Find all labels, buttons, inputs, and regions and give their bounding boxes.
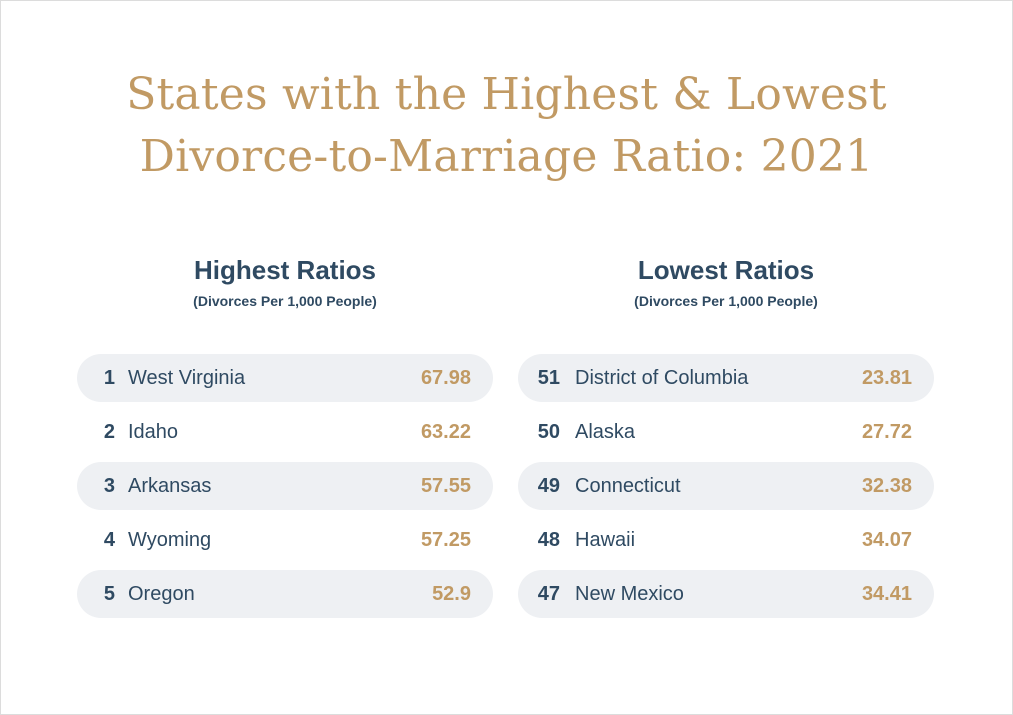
rank-number: 5 [103,583,115,605]
list-item: 48 Hawaii 34.07 [518,516,934,564]
rank-number: 49 [537,475,560,497]
state-name: District of Columbia [575,367,749,389]
state-name: West Virginia [128,367,246,389]
lowest-ratios-section: Lowest Ratios (Divorces Per 1,000 People… [518,250,934,618]
rank-number: 1 [103,367,115,389]
rank-number: 51 [537,367,560,389]
lowest-ratios-subheading: (Divorces Per 1,000 People) [634,293,818,309]
ratio-value: 32.38 [861,475,912,497]
highest-ratios-heading: Highest Ratios [193,255,377,285]
list-item: 4 Wyoming 57.25 [77,516,493,564]
ratio-value: 57.55 [420,475,471,497]
rank-number: 48 [537,529,560,551]
list-item: 47 New Mexico 34.41 [518,570,934,618]
ratio-value: 63.22 [420,421,471,443]
rank-number: 2 [103,421,115,443]
state-name: Hawaii [575,529,636,551]
state-name: Idaho [128,421,179,443]
list-item: 51 District of Columbia 23.81 [518,354,934,402]
state-name: Alaska [575,421,636,443]
rank-number: 47 [537,583,560,605]
rank-number: 4 [103,529,115,551]
lowest-ratios-heading: Lowest Ratios [637,255,815,285]
lowest-ratios-list: 51 District of Columbia 23.81 50 Alaska … [518,354,934,624]
highest-ratios-list: 1 West Virginia 67.98 2 Idaho 63.22 3 Ar… [77,354,493,624]
list-item: 49 Connecticut 32.38 [518,462,934,510]
highest-ratios-section: Highest Ratios (Divorces Per 1,000 Peopl… [77,250,493,618]
title-line-2: Divorce-to-Marriage Ratio: 2021 [139,131,874,182]
state-name: Oregon [128,583,195,605]
ratio-value: 67.98 [420,367,471,389]
ratio-value: 23.81 [861,367,912,389]
list-item: 3 Arkansas 57.55 [77,462,493,510]
page-title: States with the Highest & Lowest Divorce… [0,64,1013,188]
list-item: 5 Oregon 52.9 [77,570,493,618]
ratio-value: 27.72 [861,421,912,443]
title-line-1: States with the Highest & Lowest [126,69,887,120]
ratio-value: 34.41 [861,583,912,605]
highest-ratios-subheading: (Divorces Per 1,000 People) [193,293,377,309]
list-item: 1 West Virginia 67.98 [77,354,493,402]
state-name: Arkansas [128,475,212,497]
state-name: Connecticut [575,475,681,497]
ratio-value: 34.07 [861,529,912,551]
list-item: 50 Alaska 27.72 [518,408,934,456]
list-item: 2 Idaho 63.22 [77,408,493,456]
state-name: New Mexico [575,583,684,605]
state-name: Wyoming [128,529,212,551]
ratio-value: 52.9 [432,583,471,605]
rank-number: 50 [537,421,560,443]
rank-number: 3 [103,475,115,497]
ratio-value: 57.25 [420,529,471,551]
